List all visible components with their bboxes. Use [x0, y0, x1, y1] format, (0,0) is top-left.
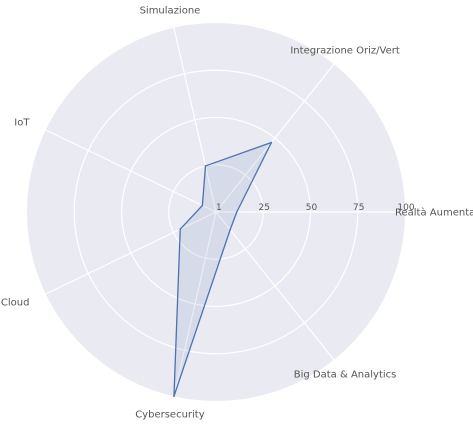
- category-label-1: Integrazione Oriz/Vert: [290, 46, 399, 57]
- series-line-0: [173, 141, 273, 397]
- category-label-3: IoT: [14, 118, 30, 129]
- spoke-4: [45, 211, 217, 295]
- category-label-5: Cybersecurity: [135, 409, 205, 420]
- category-label-2: Simulazione: [140, 6, 201, 17]
- data-point-0: [235, 211, 238, 213]
- radial-tick-label-3: 75: [353, 203, 364, 213]
- data-point-6: [229, 228, 231, 231]
- radial-tick-label-4: 100: [397, 203, 414, 213]
- category-label-6: Big Data & Analytics: [294, 369, 397, 380]
- spoke-1: [215, 63, 335, 213]
- spoke-2: [173, 27, 217, 213]
- data-point-1: [270, 141, 273, 144]
- radial-tick-labels: 1 25 50 75 100: [216, 203, 415, 213]
- category-label-0: Realtà Aumentata: [395, 207, 473, 219]
- category-labels: Realtà Aumentata Integrazione Oriz/Vert Si…: [1, 6, 473, 421]
- spoke-6: [215, 211, 335, 361]
- data-point-2: [204, 165, 207, 167]
- spoke-3: [45, 129, 217, 213]
- data-point-4: [179, 228, 182, 231]
- radial-tick-label-0: 1: [216, 203, 222, 213]
- radial-tick-label-1: 25: [259, 203, 270, 213]
- spoke-5: [173, 211, 217, 397]
- series-layer: [173, 141, 273, 398]
- series-area-0: [173, 142, 272, 397]
- category-label-4: Cloud: [1, 297, 30, 308]
- radial-tick-label-2: 50: [306, 203, 318, 213]
- data-point-5: [173, 395, 175, 398]
- angular-grid: [45, 27, 405, 397]
- data-point-3: [201, 204, 204, 207]
